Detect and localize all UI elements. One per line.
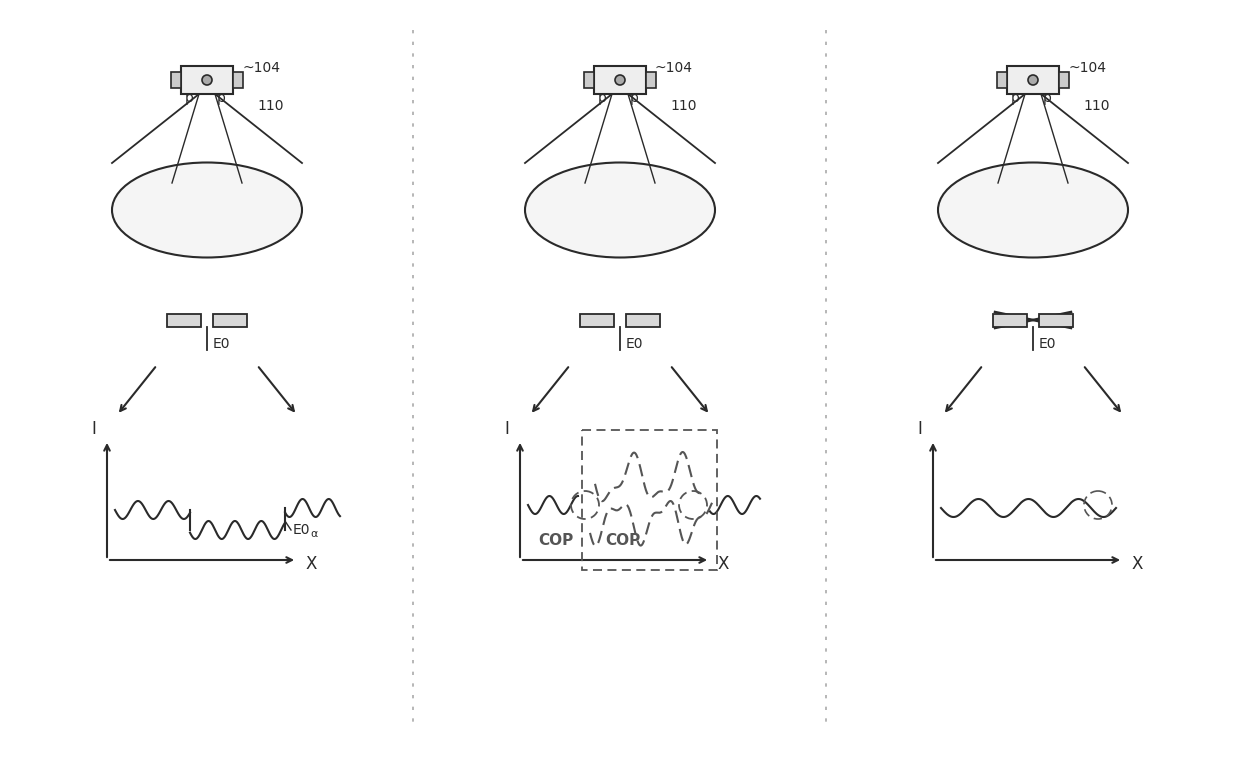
Text: COP: COP [605, 533, 640, 548]
Text: I: I [505, 420, 510, 438]
Bar [584, 72, 594, 88]
Text: p: p [598, 91, 606, 105]
Bar [580, 313, 614, 327]
Circle shape [615, 75, 625, 85]
Bar [1059, 72, 1069, 88]
Text: p: p [1011, 91, 1019, 105]
Bar [213, 313, 247, 327]
Bar [171, 72, 181, 88]
Bar [626, 313, 660, 327]
Ellipse shape [937, 163, 1128, 258]
Bar [167, 313, 201, 327]
Bar [1007, 66, 1059, 94]
Bar [997, 72, 1007, 88]
Ellipse shape [112, 163, 303, 258]
Text: p: p [217, 91, 226, 105]
Text: E0: E0 [1039, 337, 1056, 351]
Text: 110: 110 [670, 99, 697, 113]
Text: I: I [918, 420, 923, 438]
Text: ~104: ~104 [655, 61, 693, 75]
Bar [233, 72, 243, 88]
Text: E0: E0 [626, 337, 644, 351]
Text: X: X [718, 555, 729, 573]
Text: I: I [92, 420, 97, 438]
Bar [594, 66, 646, 94]
Text: E0: E0 [293, 523, 310, 537]
Bar [582, 430, 717, 570]
Bar [1039, 313, 1073, 327]
Text: X: X [305, 555, 316, 573]
Bar [993, 313, 1027, 327]
Circle shape [202, 75, 212, 85]
Text: p: p [630, 91, 639, 105]
Text: p: p [185, 91, 193, 105]
Text: p: p [1043, 91, 1052, 105]
Text: X: X [1131, 555, 1142, 573]
Text: E0: E0 [213, 337, 231, 351]
Circle shape [1028, 75, 1038, 85]
Bar [646, 72, 656, 88]
Ellipse shape [525, 163, 715, 258]
Text: α: α [310, 529, 317, 539]
Bar [181, 66, 233, 94]
Text: ~104: ~104 [242, 61, 280, 75]
Text: COP: COP [538, 533, 573, 548]
Text: ~104: ~104 [1068, 61, 1106, 75]
Text: 110: 110 [257, 99, 284, 113]
Text: 110: 110 [1083, 99, 1110, 113]
